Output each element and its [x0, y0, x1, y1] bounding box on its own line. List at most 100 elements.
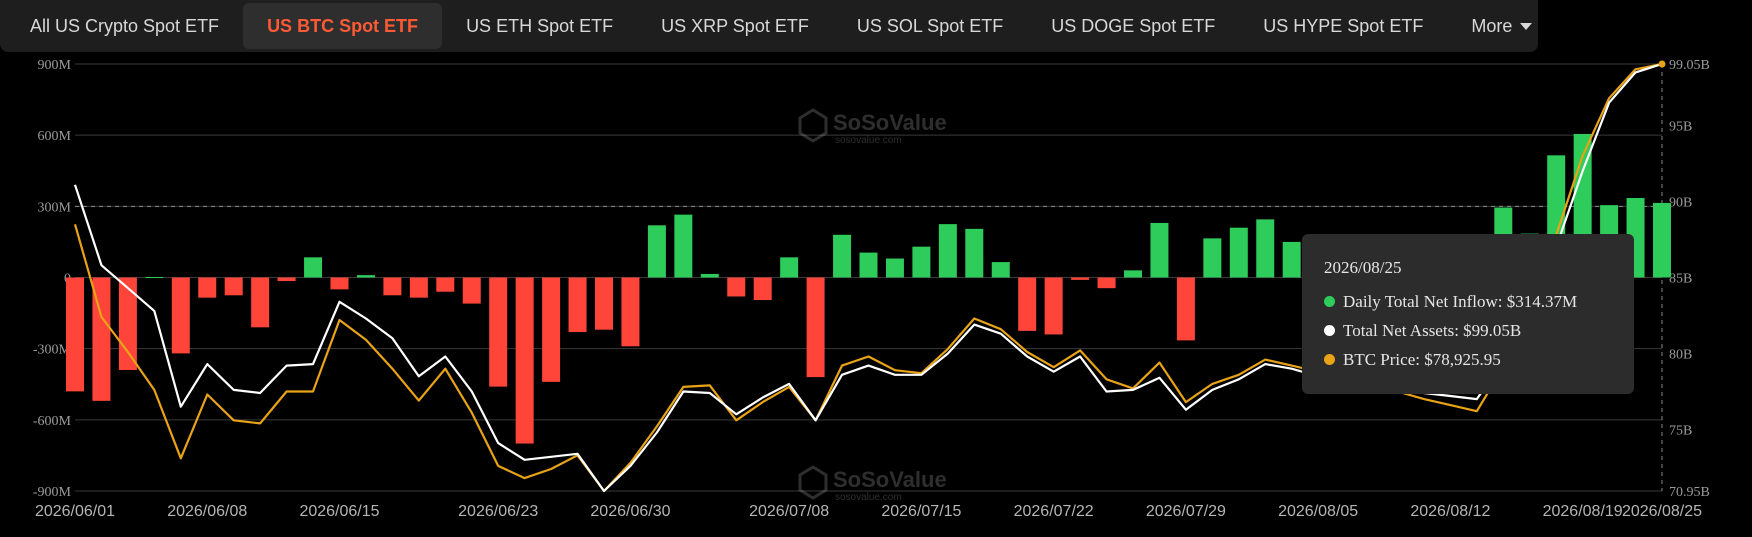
net-inflow-bar	[198, 277, 217, 298]
net-inflow-bar	[118, 277, 137, 371]
net-inflow-bar	[1044, 277, 1063, 335]
net-inflow-bar	[304, 257, 323, 278]
y-right-tick-label: 75B	[1669, 423, 1692, 438]
net-inflow-bar	[674, 214, 693, 278]
x-tick-label: 2026/06/08	[167, 503, 247, 520]
net-inflow-bar	[595, 277, 613, 330]
tooltip-row-inflow: Daily Total Net Inflow: $314.37M	[1324, 287, 1612, 316]
tooltip-price-text: BTC Price: $78,925.95	[1343, 349, 1501, 369]
tooltip-row-assets: Total Net Assets: $99.05B	[1324, 316, 1612, 345]
logo-icon	[798, 108, 828, 143]
x-tick-label: 2026/06/30	[590, 503, 670, 520]
tab-us-sol-spot-etf[interactable]: US SOL Spot ETF	[856, 15, 1004, 36]
net-inflow-bar	[1150, 222, 1169, 278]
tab-all-us-crypto-spot-etf[interactable]: All US Crypto Spot ETF	[30, 15, 220, 36]
y-left-tick-label: -600M	[33, 414, 72, 429]
net-inflow-bar	[1071, 277, 1090, 280]
net-inflow-bar	[66, 277, 84, 392]
y-right-tick-label: 70.95B	[1669, 485, 1710, 500]
x-tick-label: 2026/07/08	[749, 503, 829, 520]
net-inflow-bar	[912, 246, 931, 278]
watermark-brand: SoSoValue	[833, 110, 947, 135]
tab-us-eth-spot-etf[interactable]: US ETH Spot ETF	[466, 15, 614, 36]
y-right-tick-label: 99.05B	[1669, 58, 1710, 73]
tab-us-xrp-spot-etf[interactable]: US XRP Spot ETF	[661, 15, 809, 36]
net-inflow-bar	[833, 234, 852, 278]
net-inflow-bar	[356, 275, 375, 278]
net-inflow-bar	[1282, 241, 1301, 278]
net-inflow-bar	[251, 277, 270, 328]
net-inflow-bar	[277, 277, 296, 282]
net-inflow-bar	[1653, 202, 1671, 278]
net-inflow-bar	[621, 277, 640, 347]
net-inflow-bar	[885, 258, 904, 278]
net-inflow-bar	[647, 225, 666, 278]
assets-legend-dot	[1324, 325, 1335, 336]
net-inflow-bar	[409, 277, 428, 298]
x-tick-label: 2026/08/12	[1410, 503, 1490, 520]
tooltip-inflow-text: Daily Total Net Inflow: $314.37M	[1343, 291, 1578, 311]
x-tick-label: 2026/08/05	[1278, 503, 1358, 520]
tab-us-btc-spot-etf[interactable]: US BTC Spot ETF	[243, 3, 443, 49]
tooltip-date: 2026/08/25	[1324, 258, 1402, 277]
x-tick-label: 2026/08/25	[1622, 503, 1702, 520]
net-inflow-bar	[806, 277, 825, 378]
net-inflow-bar	[859, 252, 878, 278]
net-inflow-bar	[383, 277, 402, 296]
y-left-tick-label: -900M	[33, 485, 72, 500]
y-right-tick-label: 95B	[1669, 120, 1692, 135]
x-tick-label: 2026/06/15	[299, 503, 379, 520]
net-inflow-bar	[515, 277, 534, 444]
y-left-tick-label: 600M	[38, 129, 72, 144]
btc-price-point	[1658, 60, 1666, 68]
logo-icon	[798, 465, 828, 500]
net-inflow-bar	[145, 277, 164, 279]
x-tick-label: 2026/08/19	[1543, 503, 1623, 520]
price-legend-dot	[1324, 354, 1335, 365]
net-inflow-bar	[489, 277, 508, 387]
net-inflow-bar	[171, 277, 190, 354]
net-inflow-bar	[568, 277, 587, 333]
net-inflow-bar	[1229, 227, 1248, 278]
tooltip-assets-text: Total Net Assets: $99.05B	[1343, 320, 1522, 340]
net-inflow-bar	[1176, 277, 1195, 341]
net-inflow-bar	[700, 273, 719, 278]
x-tick-label: 2026/07/15	[881, 503, 961, 520]
net-inflow-bar	[727, 277, 746, 297]
net-inflow-bar	[436, 277, 455, 292]
net-inflow-bar	[938, 224, 957, 278]
net-inflow-bar	[330, 277, 349, 290]
y-left-tick-label: -300M	[33, 343, 72, 358]
watermark-url: sosovalue.com	[835, 492, 902, 503]
y-right-tick-label: 80B	[1669, 347, 1692, 362]
watermark-brand: SoSoValue	[833, 467, 947, 492]
net-inflow-bar	[780, 257, 799, 278]
tab-us-doge-spot-etf[interactable]: US DOGE Spot ETF	[1051, 15, 1216, 36]
net-inflow-bar	[462, 277, 481, 304]
x-tick-label: 2026/06/01	[35, 503, 115, 520]
chevron-down-icon	[1520, 22, 1533, 30]
net-inflow-bar	[1018, 277, 1037, 331]
y-left-tick-label: 900M	[38, 58, 72, 73]
inflow-legend-dot	[1324, 296, 1335, 307]
y-right-tick-label: 90B	[1669, 196, 1692, 211]
net-inflow-bar	[753, 277, 772, 301]
etf-tab-bar: All US Crypto Spot ETF US BTC Spot ETF US …	[0, 0, 1538, 52]
net-inflow-bar	[1097, 277, 1116, 289]
x-tick-label: 2026/06/23	[458, 503, 538, 520]
x-tick-label: 2026/07/22	[1014, 503, 1094, 520]
more-label: More	[1471, 15, 1513, 36]
net-inflow-bar	[1203, 238, 1222, 278]
watermark-url: sosovalue.com	[835, 135, 902, 146]
tooltip-row-price: BTC Price: $78,925.95	[1324, 345, 1612, 374]
tab-us-hype-spot-etf[interactable]: US HYPE Spot ETF	[1263, 15, 1424, 36]
net-inflow-bar	[542, 277, 561, 382]
x-tick-label: 2026/07/29	[1146, 503, 1226, 520]
more-tabs-button[interactable]: More	[1447, 3, 1556, 49]
net-inflow-bar	[991, 262, 1010, 278]
net-inflow-bar	[224, 277, 243, 296]
net-inflow-bar	[1256, 219, 1275, 278]
net-inflow-bar	[965, 228, 984, 278]
